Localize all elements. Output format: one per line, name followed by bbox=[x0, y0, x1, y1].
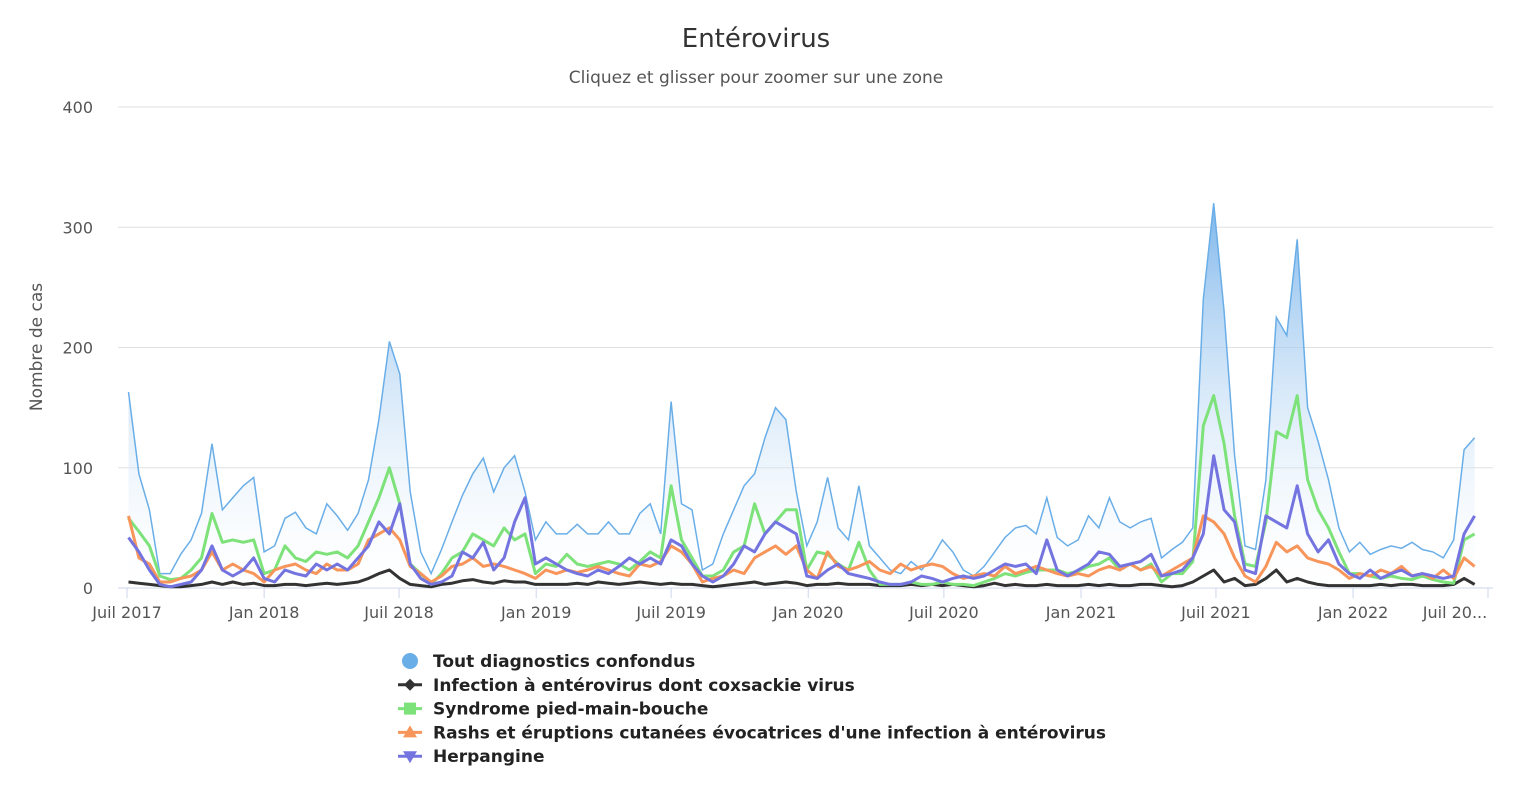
legend-item[interactable]: Rashs et éruptions cutanées évocatrices … bbox=[398, 723, 1106, 743]
x-tick-label: Juil 2017 bbox=[91, 603, 162, 622]
chart-subtitle: Cliquez et glisser pour zoomer sur une z… bbox=[569, 68, 944, 88]
series-line-diamond[interactable] bbox=[128, 568, 1476, 589]
x-tick-label: Juil 2020 bbox=[908, 603, 979, 622]
x-tick-label: Jan 2019 bbox=[500, 603, 571, 622]
x-tick-label: Jan 2020 bbox=[772, 603, 843, 622]
x-tick-label: Juil 2018 bbox=[363, 603, 434, 622]
y-axis-label: Nombre de cas bbox=[27, 283, 47, 411]
legend-label: Infection à entérovirus dont coxsackie v… bbox=[433, 676, 855, 696]
x-tick-label: Juil 20... bbox=[1422, 603, 1487, 622]
legend-triangle-down-icon bbox=[403, 751, 417, 764]
legend-triangle-icon bbox=[403, 725, 417, 738]
legend-item[interactable]: Syndrome pied-main-bouche bbox=[398, 700, 708, 720]
y-axis-ticks: 0 100 200 300 400 bbox=[62, 98, 93, 598]
legend-circle-icon bbox=[402, 653, 418, 669]
legend-item[interactable]: Infection à entérovirus dont coxsackie v… bbox=[398, 676, 855, 696]
x-tick-label: Juil 2019 bbox=[635, 603, 706, 622]
series-line-triangle-down[interactable] bbox=[127, 454, 1476, 589]
y-tick-label: 200 bbox=[62, 339, 93, 358]
legend: Tout diagnostics confondus Infection à en… bbox=[398, 652, 1106, 767]
series-line-total[interactable] bbox=[127, 203, 1476, 577]
chart-title: Entérovirus bbox=[682, 24, 830, 54]
series-line-square[interactable] bbox=[127, 394, 1476, 588]
series-area-fill bbox=[128, 203, 1475, 588]
legend-label: Syndrome pied-main-bouche bbox=[433, 700, 708, 720]
legend-item[interactable]: Tout diagnostics confondus bbox=[402, 652, 695, 672]
x-tick-label: Jan 2021 bbox=[1045, 603, 1116, 622]
y-tick-label: 400 bbox=[62, 98, 93, 117]
legend-label: Herpangine bbox=[433, 747, 545, 767]
x-axis-ticks: Juil 2017 Jan 2018 Juil 2018 Jan 2019 Juil 2… bbox=[91, 588, 1489, 622]
plot-area[interactable] bbox=[127, 203, 1476, 589]
y-tick-label: 100 bbox=[62, 459, 93, 478]
x-tick-label: Juil 2021 bbox=[1180, 603, 1251, 622]
y-tick-label: 0 bbox=[83, 579, 93, 598]
legend-label: Rashs et éruptions cutanées évocatrices … bbox=[433, 723, 1106, 743]
legend-diamond-icon bbox=[404, 678, 416, 691]
legend-square-icon bbox=[404, 702, 416, 715]
x-tick-label: Jan 2018 bbox=[228, 603, 299, 622]
x-tick-label: Jan 2022 bbox=[1317, 603, 1388, 622]
legend-label: Tout diagnostics confondus bbox=[433, 652, 695, 672]
legend-item[interactable]: Herpangine bbox=[398, 747, 545, 767]
y-tick-label: 300 bbox=[62, 218, 93, 237]
